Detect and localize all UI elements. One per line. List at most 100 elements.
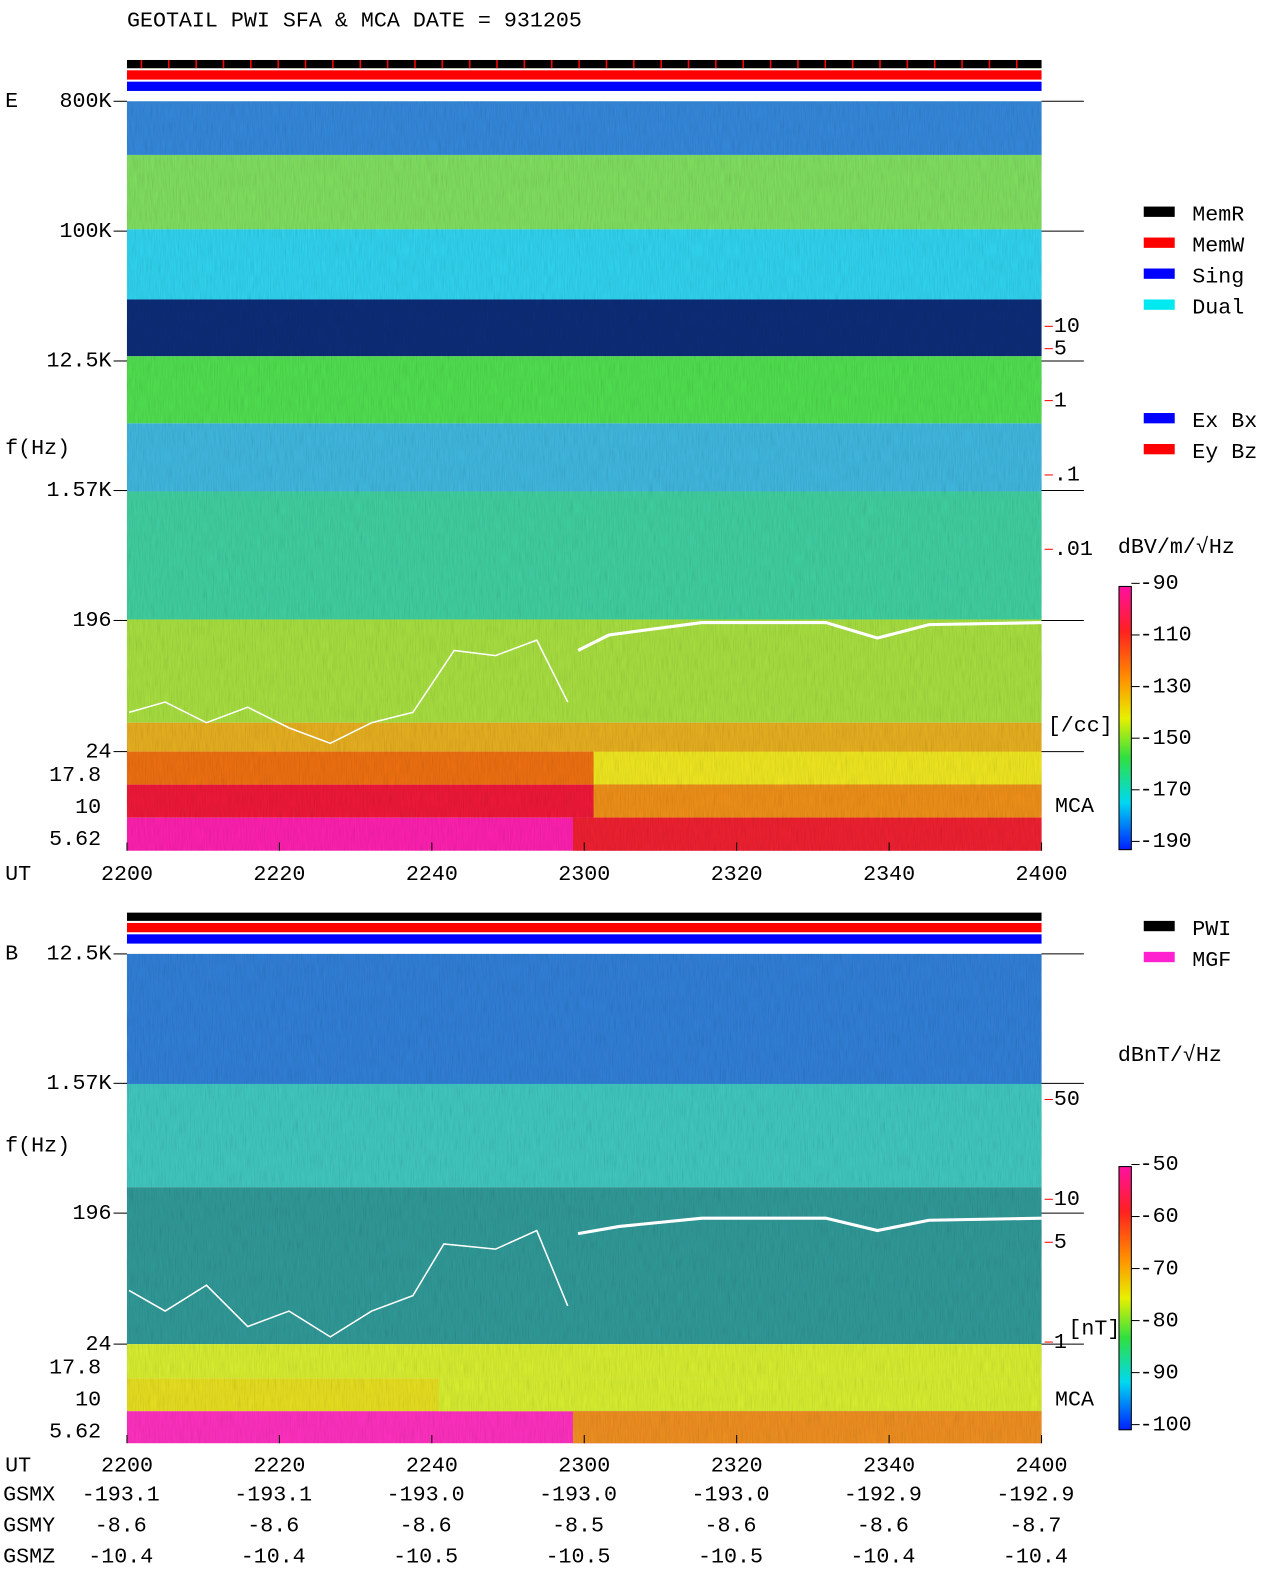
status-bar: [126, 70, 1042, 80]
plasma-trace: [577, 1216, 1042, 1236]
orbit-value: -10.4: [1003, 1544, 1068, 1569]
orbit-value: -10.5: [698, 1544, 763, 1569]
legend-swatch: [1143, 920, 1175, 932]
orbit-value: -193.1: [234, 1483, 312, 1508]
legend-label: Ey Bz: [1192, 440, 1257, 465]
chart-title: GEOTAIL PWI SFA & MCA DATE = 931205: [127, 8, 582, 33]
y-tick-label: 24: [85, 1332, 111, 1357]
colorbar-tick-label: -90: [1140, 1360, 1179, 1385]
y2-tick-label: 5: [1054, 336, 1067, 361]
mca-channel-label: 17.8: [49, 1356, 101, 1381]
colorbar-label: dBnT/√Hz: [1118, 1043, 1222, 1068]
orbit-value: -8.6: [95, 1514, 147, 1539]
x-tick-label: 2320: [711, 1454, 763, 1479]
y-tick-label: 196: [72, 608, 111, 633]
colorbar-label: dBV/m/√Hz: [1118, 535, 1235, 560]
panel-label: B: [5, 942, 18, 967]
colorbar-tick-label: -170: [1140, 778, 1192, 803]
legend-label: Sing: [1192, 264, 1244, 289]
status-bar: [126, 934, 1042, 944]
orbit-row-label: GSMX: [3, 1483, 55, 1508]
orbit-value: -8.6: [247, 1514, 299, 1539]
x-tick-label: 2300: [558, 862, 610, 887]
y-tick-label: 24: [85, 739, 111, 764]
colorbar: [1118, 1166, 1132, 1431]
orbit-value: -193.0: [692, 1483, 770, 1508]
colorbar-tick-label: -110: [1140, 623, 1192, 648]
panel-label: E: [5, 89, 18, 114]
orbit-value: -8.6: [705, 1514, 757, 1539]
x-tick-label: 2400: [1016, 862, 1068, 887]
spectrogram-noise: [126, 953, 1042, 1444]
legend-swatch: [1143, 237, 1175, 248]
legend-label: MemR: [1192, 203, 1244, 228]
y-tick-label: 12.5K: [46, 942, 111, 967]
y-axis-label: f(Hz): [5, 1134, 70, 1159]
legend-label: Ex Bx: [1192, 409, 1257, 434]
y-tick-label: 12.5K: [46, 349, 111, 374]
orbit-value: -10.5: [393, 1544, 458, 1569]
y2-tick-label: .01: [1054, 537, 1093, 562]
orbit-value: -10.4: [88, 1544, 153, 1569]
legend-label: Dual: [1192, 295, 1244, 320]
x-tick-label: 2220: [253, 1454, 305, 1479]
orbit-value: -10.4: [241, 1544, 306, 1569]
y-tick-label: 800K: [59, 89, 111, 114]
orbit-value: -193.0: [387, 1483, 465, 1508]
orbit-value: -10.4: [850, 1544, 915, 1569]
orbit-value: -8.7: [1009, 1514, 1061, 1539]
y2-tick-label: .1: [1054, 463, 1080, 488]
legend-swatch: [1143, 413, 1175, 424]
legend-swatch: [1143, 951, 1175, 963]
x-tick-label: 2220: [253, 862, 305, 887]
y2-axis-label: [/cc]: [1048, 714, 1113, 739]
colorbar-tick-label: -130: [1140, 674, 1192, 699]
y-tick-label: 1.57K: [46, 478, 111, 503]
status-bar: [126, 81, 1042, 91]
y2-axis-label: [nT]: [1068, 1316, 1120, 1341]
colorbar: [1118, 585, 1132, 851]
mca-channel-label: 10: [75, 795, 101, 820]
orbit-value: -193.1: [82, 1483, 160, 1508]
legend-label: PWI: [1192, 917, 1231, 942]
status-bar: [126, 922, 1042, 933]
mca-label: MCA: [1055, 794, 1094, 819]
y2-tick-label: 10: [1054, 1187, 1080, 1212]
x-tick-label: 2300: [558, 1454, 610, 1479]
y2-tick-label: 50: [1054, 1087, 1080, 1112]
orbit-value: -10.5: [546, 1544, 611, 1569]
status-bar: [126, 59, 1042, 69]
colorbar-tick-label: -90: [1140, 571, 1179, 596]
y-tick-label: 1.57K: [46, 1071, 111, 1096]
status-bar: [126, 912, 1042, 921]
legend-swatch: [1143, 299, 1175, 310]
plasma-trace: [577, 621, 1042, 652]
colorbar-tick-label: -100: [1140, 1412, 1192, 1437]
x-axis-label: UT: [5, 862, 31, 887]
y-axis-label: f(Hz): [5, 436, 70, 461]
y2-tick-label: 1: [1054, 388, 1067, 413]
legend-label: MGF: [1192, 948, 1231, 973]
orbit-row-label: GSMZ: [3, 1544, 55, 1569]
y-tick-label: 100K: [59, 219, 111, 244]
x-axis-label: UT: [5, 1454, 31, 1479]
colorbar-tick-label: -60: [1140, 1204, 1179, 1229]
x-tick-label: 2240: [406, 862, 458, 887]
x-tick-label: 2340: [863, 862, 915, 887]
mca-channel-label: 17.8: [49, 763, 101, 788]
orbit-value: -8.5: [552, 1514, 604, 1539]
legend-label: MemW: [1192, 234, 1244, 259]
mca-channel-label: 5.62: [49, 1420, 101, 1445]
x-tick-label: 2400: [1016, 1454, 1068, 1479]
x-tick-label: 2320: [711, 862, 763, 887]
colorbar-tick-label: -70: [1140, 1256, 1179, 1281]
y2-tick-label: 1: [1054, 1330, 1067, 1355]
colorbar-tick-label: -80: [1140, 1308, 1179, 1333]
y2-tick-label: 5: [1054, 1230, 1067, 1255]
orbit-row-label: GSMY: [3, 1514, 55, 1539]
legend-swatch: [1143, 268, 1175, 279]
mca-channel-label: 5.62: [49, 827, 101, 852]
spectrogram-noise: [126, 101, 1042, 851]
x-tick-label: 2200: [101, 862, 153, 887]
